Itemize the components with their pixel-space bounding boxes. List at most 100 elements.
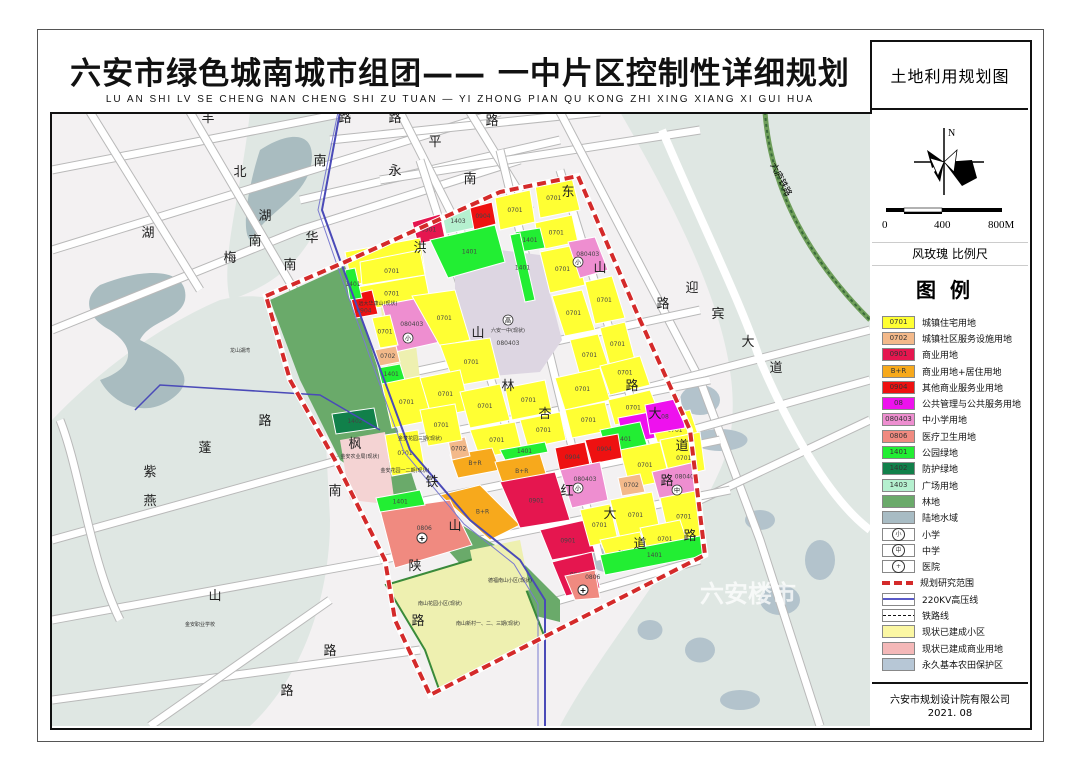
parcel-code: 0702 xyxy=(624,482,639,489)
road-label: 华 xyxy=(305,231,318,246)
parcel-0701 xyxy=(551,289,596,337)
place-label: 金安职业学校 xyxy=(185,621,215,628)
parcel-code: 0701 xyxy=(384,290,399,297)
parcel-code: 080403 xyxy=(675,474,698,481)
parcel-code: 0904 xyxy=(565,454,580,461)
road-label: 枫 xyxy=(348,437,361,452)
parcel-code: 0702 xyxy=(380,353,395,360)
drawing-title: 土地利用规划图 xyxy=(872,42,1028,110)
parcel-code: 1401 xyxy=(515,265,530,272)
road-label: 蓬 xyxy=(198,441,211,456)
farmland-protection-area xyxy=(720,690,760,710)
legend-item: 林地 xyxy=(882,493,1028,509)
parcel-code: 0701 xyxy=(575,386,590,393)
legend-item: 现状已建成小区 xyxy=(882,624,1028,640)
legend-label: 现状已建成小区 xyxy=(922,628,986,639)
road-label: 南 xyxy=(283,257,296,273)
farmland-protection-area xyxy=(637,620,663,640)
legend-item: 080403 中小学用地 xyxy=(882,412,1028,428)
legend-label: 陆地水域 xyxy=(922,514,959,525)
parcel-0904 xyxy=(469,201,497,231)
parcel-code: 1401 xyxy=(345,281,360,288)
legend-item: 0701 城镇住宅用地 xyxy=(882,314,1028,330)
legend-item: 08 公共管理与公共服务用地 xyxy=(882,395,1028,411)
school-mark: 小 xyxy=(575,485,581,493)
road xyxy=(187,114,304,302)
road-label: 南 xyxy=(463,171,476,187)
road-label: 路 xyxy=(485,114,498,129)
farmland-protection-area xyxy=(805,540,835,580)
legend-swatch xyxy=(882,580,913,585)
parcel-0701 xyxy=(519,411,567,449)
parcel-code: 0806 xyxy=(585,574,600,581)
wind-rose-icon: N 0 400 800M xyxy=(882,128,1015,231)
road-label: 路 xyxy=(625,378,638,394)
road-label: 山 xyxy=(208,589,221,604)
legend-label: 其他商业服务业用地 xyxy=(922,383,1004,394)
road xyxy=(147,597,333,726)
parcel-code: B+R xyxy=(468,460,481,467)
high-voltage-line xyxy=(320,114,546,726)
legend-swatch: B+R xyxy=(882,364,915,378)
road-label: 平 xyxy=(428,135,441,150)
parcel-code: 080403 xyxy=(497,340,520,347)
legend-swatch: + xyxy=(882,560,915,574)
footer: 六安市规划设计院有限公司 2021. 08 xyxy=(872,682,1028,728)
parcel-code: 0701 xyxy=(617,370,632,377)
parcel-1401 xyxy=(375,489,426,513)
legend-item: 中 中学 xyxy=(882,542,1028,558)
legend-swatch xyxy=(882,641,915,655)
hospital-cross: + xyxy=(419,534,426,543)
parcel-1401 xyxy=(429,224,506,279)
scale-tick-800: 800M xyxy=(988,219,1015,231)
road-label: 洪 xyxy=(413,241,426,256)
parcel-layer: 0701 0701 0701 1401 0701 080403 0701 0701 0701 07… xyxy=(270,177,709,694)
hospital-cross: + xyxy=(580,586,587,595)
map-canvas[interactable]: 0701 0701 0701 1401 0701 080403 0701 0701 0701 07… xyxy=(52,114,870,726)
legend: 0701 城镇住宅用地 0702 城镇社区服务设施用地 0901 商业用地 B+R 商业用地+… xyxy=(882,314,1028,673)
planning-boundary xyxy=(263,173,708,698)
legend-label: 医疗卫生用地 xyxy=(922,432,977,443)
parcel-code: 0701 xyxy=(434,422,449,429)
parcel-0701 xyxy=(459,383,511,429)
parcel-1401 xyxy=(509,232,536,303)
road xyxy=(87,114,203,292)
parcel-code: 0701 xyxy=(521,397,536,404)
high-voltage-line xyxy=(134,384,381,431)
legend-swatch xyxy=(882,494,915,508)
parcel-code: 0701 xyxy=(582,352,597,359)
parcel-0701 xyxy=(371,314,399,349)
parcel-0901 xyxy=(539,519,596,561)
existing-commercial-land xyxy=(340,432,395,505)
scale-caption: 风玫瑰 比例尺 xyxy=(872,242,1028,266)
legend-swatch: 1401 xyxy=(882,446,915,460)
parcel-080403 xyxy=(559,461,609,509)
legend-item: + 医院 xyxy=(882,558,1028,574)
legend-label: 永久基本农田保护区 xyxy=(922,660,1004,671)
place-label: 六安一中(现状) xyxy=(491,327,525,334)
school-icon xyxy=(572,256,584,268)
road-label: 大 xyxy=(603,507,616,522)
parcel-code: 0901 xyxy=(421,227,436,234)
plan-subtitle-pinyin: LU AN SHI LV SE CHENG NAN CHENG SHI ZU T… xyxy=(105,94,815,105)
legend-item: 220KV高压线 xyxy=(882,591,1028,607)
parcel-code: 1403 xyxy=(450,218,465,225)
road-label: 铁 xyxy=(425,475,438,490)
parcel-0904 xyxy=(584,433,623,465)
road-label: 山 xyxy=(448,519,461,534)
parcel-1401 xyxy=(499,441,549,461)
road-label: 北 xyxy=(233,165,246,180)
road-label: 燕 xyxy=(143,494,156,509)
parcel-code: 0701 xyxy=(555,266,570,273)
hospital-icon xyxy=(577,584,589,596)
parcel-0701 xyxy=(419,403,463,447)
symbol-icon: + xyxy=(892,560,905,574)
legend-swatch xyxy=(882,625,915,639)
parcel-code: 0901 xyxy=(529,498,544,505)
parcel-code: 0701 xyxy=(637,462,652,469)
school-mark: 中 xyxy=(674,487,680,495)
legend-swatch: 0901 xyxy=(882,348,915,362)
land-use-map[interactable]: 0701 0701 0701 1401 0701 080403 0701 0701 0701 07… xyxy=(52,114,870,726)
road-label: 山 xyxy=(471,326,484,341)
parcel-code: 1401 xyxy=(522,237,537,244)
